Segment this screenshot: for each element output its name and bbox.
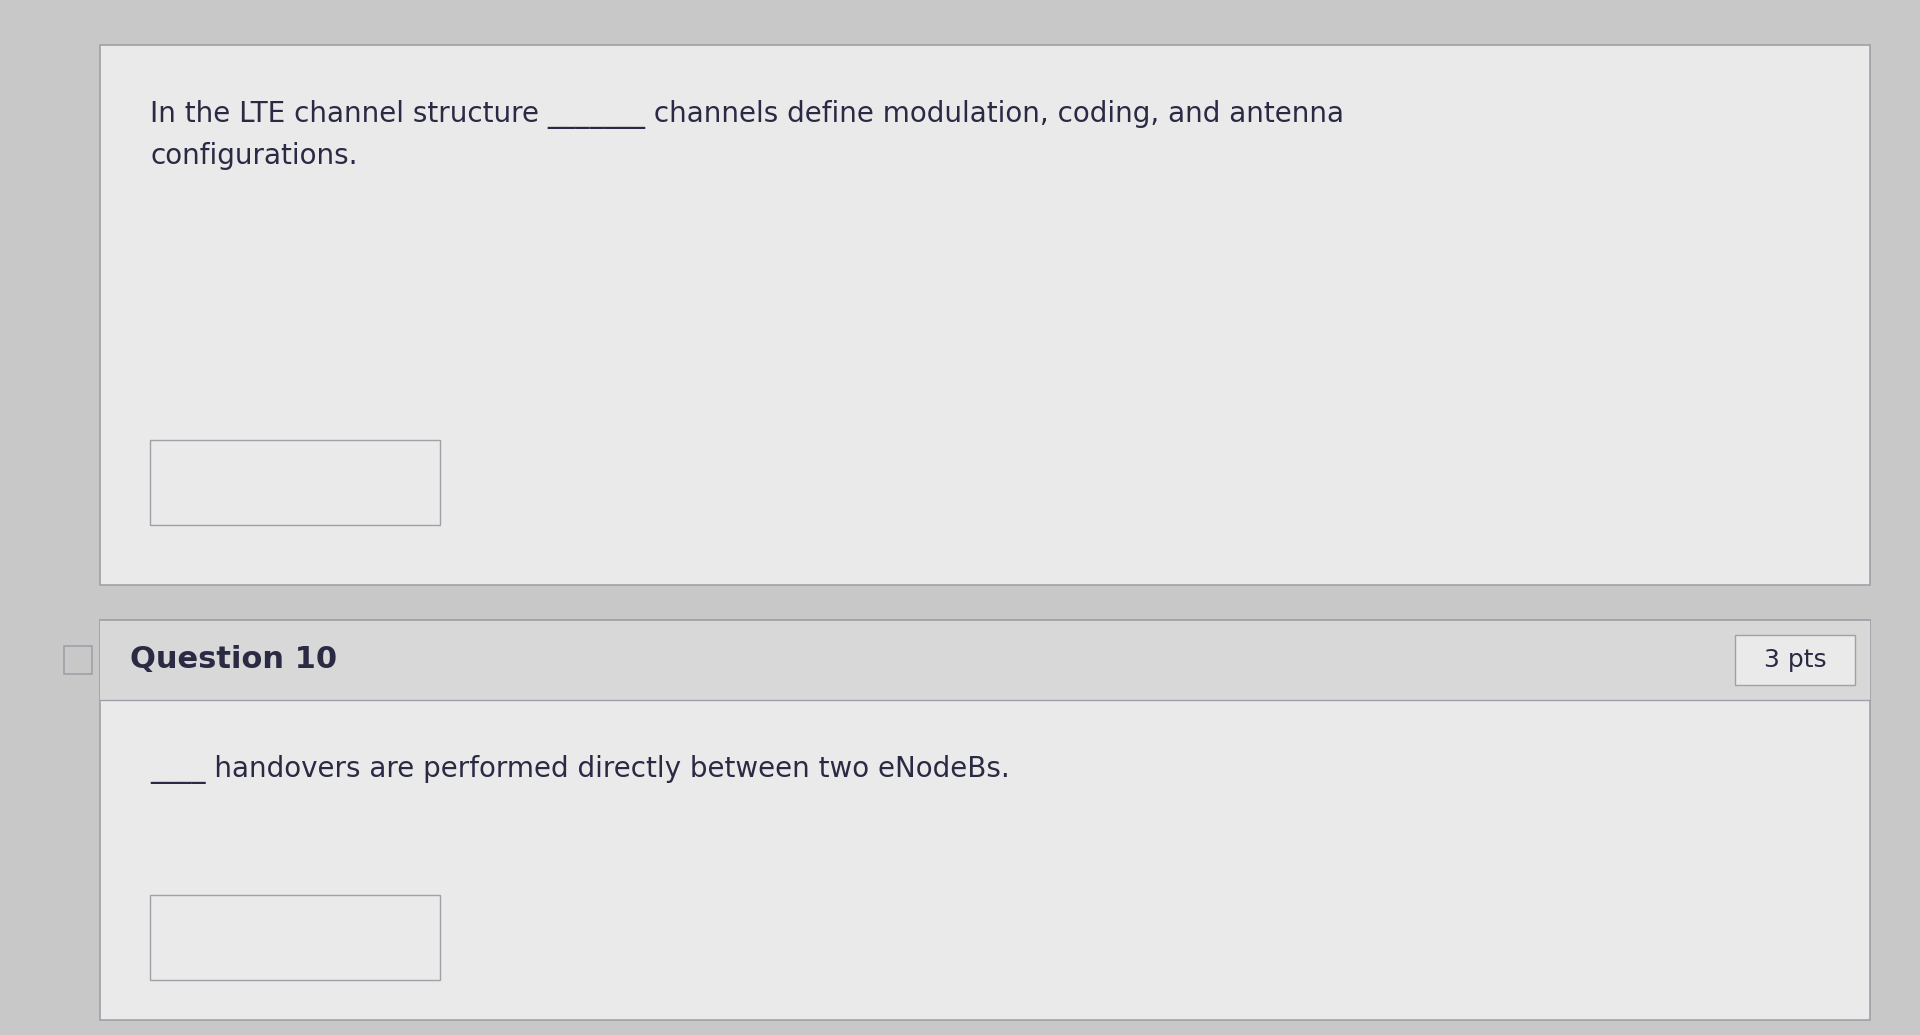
- Text: Question 10: Question 10: [131, 646, 338, 675]
- Bar: [100, 620, 1870, 700]
- Bar: [150, 895, 440, 980]
- Bar: [150, 440, 440, 525]
- Bar: [100, 620, 1870, 1021]
- Bar: [100, 45, 1870, 585]
- Bar: [63, 646, 92, 674]
- Text: configurations.: configurations.: [150, 142, 357, 170]
- Text: ____ handovers are performed directly between two eNodeBs.: ____ handovers are performed directly be…: [150, 755, 1010, 783]
- Text: In the LTE channel structure _______ channels define modulation, coding, and ant: In the LTE channel structure _______ cha…: [150, 100, 1344, 129]
- Text: 3 pts: 3 pts: [1764, 648, 1826, 672]
- Bar: [1736, 635, 1855, 685]
